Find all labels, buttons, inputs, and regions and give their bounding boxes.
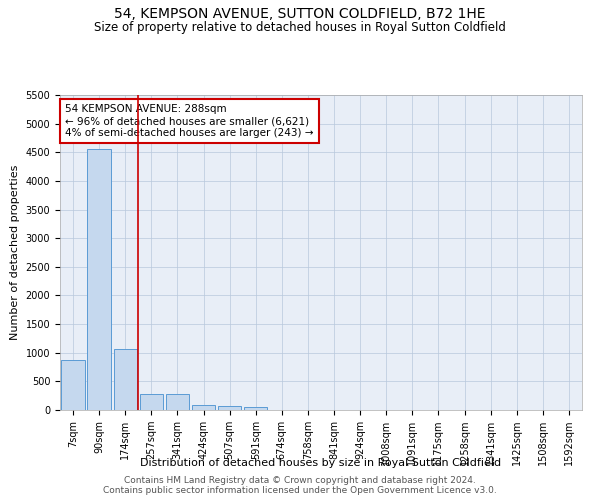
Bar (166, 394, 189, 410)
Text: Size of property relative to detached houses in Royal Sutton Coldfield: Size of property relative to detached ho… (94, 21, 506, 34)
Bar (244, 407, 268, 410)
Text: Contains HM Land Registry data © Crown copyright and database right 2024.
Contai: Contains HM Land Registry data © Crown c… (103, 476, 497, 495)
Text: Distribution of detached houses by size in Royal Sutton Coldfield: Distribution of detached houses by size … (140, 458, 502, 468)
Bar (140, 394, 163, 410)
Y-axis label: Number of detached properties: Number of detached properties (10, 165, 20, 340)
Text: 54, KEMPSON AVENUE, SUTTON COLDFIELD, B72 1HE: 54, KEMPSON AVENUE, SUTTON COLDFIELD, B7… (114, 8, 486, 22)
Bar (113, 350, 137, 410)
Bar (192, 406, 215, 410)
Bar (218, 406, 241, 410)
Bar (61, 360, 85, 410)
Text: 54 KEMPSON AVENUE: 288sqm
← 96% of detached houses are smaller (6,621)
4% of sem: 54 KEMPSON AVENUE: 288sqm ← 96% of detac… (65, 104, 314, 138)
Bar (88, 150, 111, 410)
